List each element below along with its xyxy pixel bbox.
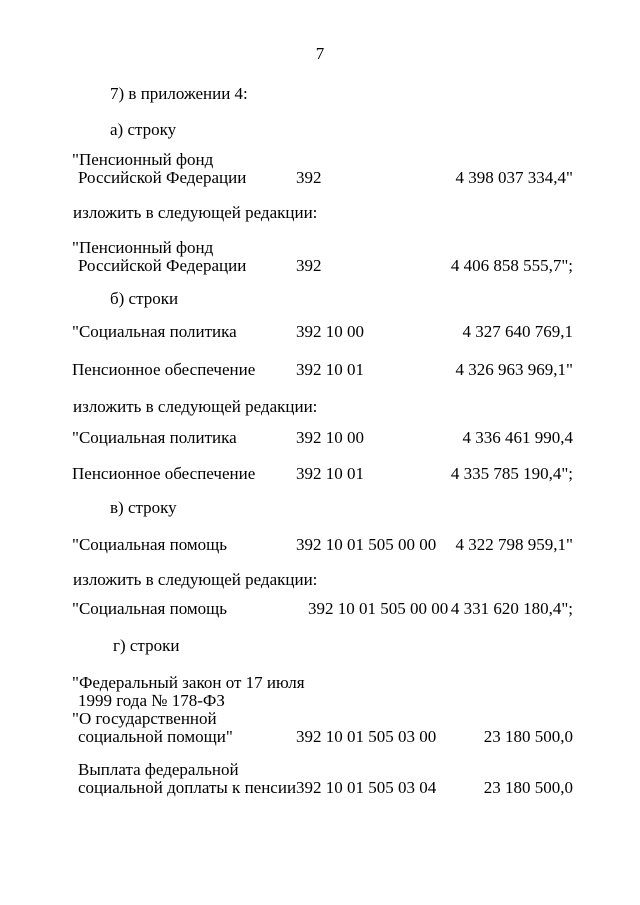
row-name-line1: "Пенсионный фонд <box>72 150 214 169</box>
table-row-pension-fund-new: "Пенсионный фонд Российской Федерации 39… <box>72 239 573 315</box>
row-name-line2: Российской Федерации <box>78 256 247 275</box>
row-code: 392 10 01 505 03 04 <box>296 778 437 797</box>
row-code: 392 10 00 <box>296 428 364 447</box>
row-amount: 4 326 963 969,1" <box>455 360 573 379</box>
row-name-line2: 1999 года № 178-ФЗ <box>78 691 225 710</box>
table-row-pension-provision-old: Пенсионное обеспечение 392 10 01 4 326 9… <box>72 361 573 437</box>
row-amount: 4 327 640 769,1 <box>462 322 574 341</box>
row-code: 392 10 01 <box>296 360 364 379</box>
table-row-social-help-new: "Социальная помощь 392 10 01 505 00 00 4… <box>72 600 573 676</box>
table-row-social-policy-old: "Социальная политика 392 10 00 4 327 640… <box>72 323 573 399</box>
row-name-line2: Российской Федерации <box>78 168 247 187</box>
row-name: "Социальная помощь <box>72 535 227 554</box>
item-label-v: в) строку <box>110 498 177 517</box>
table-row-federal-social-supplement: Выплата федеральной социальной доплаты к… <box>72 761 573 837</box>
row-code: 392 <box>296 256 322 275</box>
row-code: 392 10 01 <box>296 464 364 483</box>
replace-text-1: изложить в следующей редакции: <box>73 203 318 222</box>
row-amount: 23 180 500,0 <box>483 727 573 746</box>
row-name: "Социальная помощь <box>72 599 227 618</box>
table-row-social-policy-new: "Социальная политика 392 10 00 4 336 461… <box>72 429 573 505</box>
row-name: "Социальная политика <box>72 322 237 341</box>
row-amount: 4 322 798 959,1" <box>455 535 573 554</box>
row-amount: 4 336 461 990,4 <box>462 428 574 447</box>
row-name-line1: "Федеральный закон от 17 июля <box>72 673 305 692</box>
row-amount: 23 180 500,0 <box>483 778 573 797</box>
row-name-line2: социальной доплаты к пенсии <box>78 778 297 797</box>
table-row-pension-provision-new: Пенсионное обеспечение 392 10 01 4 335 7… <box>72 465 573 541</box>
clause-7-appendix-4: 7) в приложении 4: <box>110 84 248 103</box>
row-amount: 4 398 037 334,4" <box>455 168 573 187</box>
table-row-pension-fund-old: "Пенсионный фонд Российской Федерации 39… <box>72 151 573 227</box>
row-amount: 4 406 858 555,7"; <box>450 256 573 275</box>
replace-text-3: изложить в следующей редакции: <box>73 570 318 589</box>
row-amount: 4 331 620 180,4"; <box>450 599 573 618</box>
row-name-line1: "Пенсионный фонд <box>72 238 214 257</box>
item-label-b: б) строки <box>110 289 179 308</box>
row-amount: 4 335 785 190,4"; <box>450 464 573 483</box>
row-name-line3: "О государственной <box>72 709 217 728</box>
table-row-federal-law-178: "Федеральный закон от 17 июля 1999 года … <box>72 674 573 750</box>
row-code: 392 10 01 505 00 00 <box>296 535 437 554</box>
row-name: "Социальная политика <box>72 428 237 447</box>
row-name: Пенсионное обеспечение <box>72 360 256 379</box>
row-code: 392 10 01 505 03 00 <box>296 727 437 746</box>
row-code: 392 10 00 <box>296 322 364 341</box>
row-name-line1: Выплата федеральной <box>78 760 239 779</box>
row-code: 392 <box>296 168 322 187</box>
item-label-g: г) строки <box>113 636 180 655</box>
replace-text-2: изложить в следующей редакции: <box>73 397 318 416</box>
row-name: Пенсионное обеспечение <box>72 464 256 483</box>
page-number: 7 <box>315 44 325 63</box>
row-name-line4: социальной помощи" <box>78 727 233 746</box>
item-label-a: а) строку <box>110 120 177 139</box>
table-row-social-help-old: "Социальная помощь 392 10 01 505 00 00 4… <box>72 536 573 612</box>
row-code: 392 10 01 505 00 00 <box>308 599 449 618</box>
